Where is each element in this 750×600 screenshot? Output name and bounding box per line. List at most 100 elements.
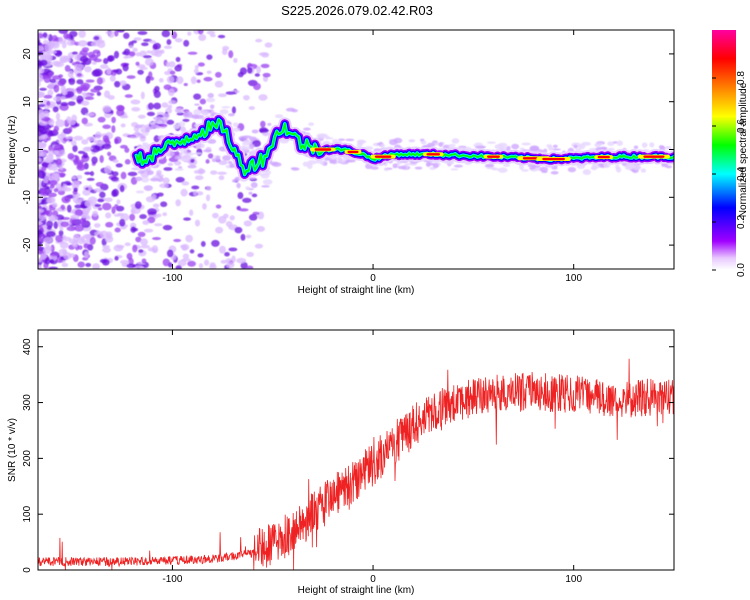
spectrum-blob <box>162 258 170 267</box>
spectrum-blob <box>38 60 42 66</box>
spectrum-blob <box>101 143 112 150</box>
spectrum-blob <box>42 32 48 38</box>
spectrum-blob <box>168 61 176 68</box>
spectrum-blob <box>200 240 206 247</box>
spectrum-blob <box>43 237 53 244</box>
spectrum-blob <box>62 91 68 95</box>
spectrum-blob <box>66 40 76 46</box>
spectrum-blob <box>143 228 154 233</box>
spectrum-blob <box>111 171 119 177</box>
spectrum-blob <box>229 163 235 169</box>
spectrum-blob <box>77 245 83 250</box>
spectrum-blob <box>64 65 71 72</box>
spectrum-blob <box>161 102 169 108</box>
spectrum-blob <box>625 163 635 169</box>
spectrum-blob <box>63 251 72 260</box>
spectrum-blob <box>210 170 218 175</box>
spectrum-blob <box>356 142 363 148</box>
spectrum-blob <box>658 145 665 149</box>
spectrum-blob <box>153 90 161 99</box>
spectrum-blob <box>218 175 225 181</box>
spectrum-blob <box>253 82 261 91</box>
spectrum-blob <box>181 181 190 186</box>
spectrum-blob <box>112 159 119 164</box>
spectrum-blob <box>119 218 126 227</box>
spectrum-blob <box>207 153 214 159</box>
spectrum-blob <box>233 57 238 64</box>
spectrum-blob <box>180 188 188 197</box>
spectrum-blob <box>414 166 423 170</box>
spectrum-blob <box>167 162 174 167</box>
spectrum-blob <box>68 78 76 86</box>
spectrum-blob <box>191 122 197 130</box>
spectrum-blob <box>379 143 386 148</box>
spectrum-blob <box>52 106 59 113</box>
spectrum-blob <box>81 100 90 106</box>
spectrum-blob <box>227 113 235 117</box>
spectrum-blob <box>154 223 163 227</box>
spectrogram-y-ticks: -20 -10 0 10 20 <box>22 48 674 252</box>
spectrum-blob <box>228 247 238 252</box>
spectrum-blob <box>69 30 78 38</box>
spectrum-blob <box>131 40 138 44</box>
spectrum-blob <box>93 223 101 228</box>
spectrum-blob <box>271 162 282 167</box>
spectrum-blob <box>159 123 168 127</box>
spectrum-blob <box>44 175 55 179</box>
spectrum-blob <box>81 139 89 145</box>
spectrum-blob <box>193 169 201 174</box>
spectrum-blob <box>41 161 50 168</box>
spectrum-blob <box>71 239 78 248</box>
spectrum-blob <box>55 158 63 166</box>
spectrum-blob <box>255 38 263 43</box>
spectrum-blob <box>530 146 539 152</box>
spectrum-blob <box>616 166 622 173</box>
spectrum-blob <box>123 32 130 39</box>
spectrum-blob <box>105 221 114 228</box>
spectrum-blob <box>39 151 47 157</box>
spectrum-blob <box>447 144 456 147</box>
spectrum-blob <box>274 114 284 119</box>
spectrum-blob <box>71 51 78 55</box>
spectrum-blob <box>229 215 235 221</box>
spectrum-blob <box>97 198 105 203</box>
spectrum-blob <box>345 138 355 142</box>
spectrum-blob <box>127 171 138 177</box>
spectrum-blob <box>141 258 147 264</box>
spectrum-blob <box>160 201 168 208</box>
spectrum-blob <box>66 57 71 63</box>
spectrum-blob <box>38 112 46 119</box>
spectrum-blob <box>58 74 64 78</box>
spectrum-blob <box>189 249 195 254</box>
ridge-layer <box>135 118 674 176</box>
spectrum-blob <box>114 256 119 261</box>
spectrum-blob <box>236 182 241 189</box>
spectrum-blob <box>543 148 548 153</box>
spectrum-blob <box>84 146 94 150</box>
spectrum-blob <box>238 208 249 212</box>
spectrum-blob <box>175 199 181 207</box>
snr-x-ticks: -100 0 100 <box>162 330 582 585</box>
snr-frame <box>37 329 675 571</box>
spectrum-blob <box>222 155 232 161</box>
spectrum-blob <box>105 235 114 243</box>
spectrum-blob <box>201 110 210 116</box>
spectrum-blob <box>237 71 244 78</box>
spectrum-blob <box>248 106 255 110</box>
spectrum-blob <box>248 191 253 195</box>
spectrum-blob <box>521 169 529 172</box>
spectrum-blob <box>238 135 248 141</box>
spectrum-blob <box>234 226 243 234</box>
spectrum-blob <box>70 214 80 220</box>
spectrum-blob <box>114 30 119 37</box>
spectrum-blob <box>254 73 260 77</box>
spectrum-blob <box>55 208 63 212</box>
spectrum-blob <box>148 40 157 44</box>
spectrum-blob <box>251 129 259 134</box>
spectrum-blob <box>218 245 226 254</box>
spectrum-blob <box>99 155 104 163</box>
x-tick-label: -100 <box>162 273 182 284</box>
spectrum-blob <box>206 30 216 35</box>
spectrum-blob <box>107 151 112 157</box>
spectrum-blob <box>196 148 203 157</box>
